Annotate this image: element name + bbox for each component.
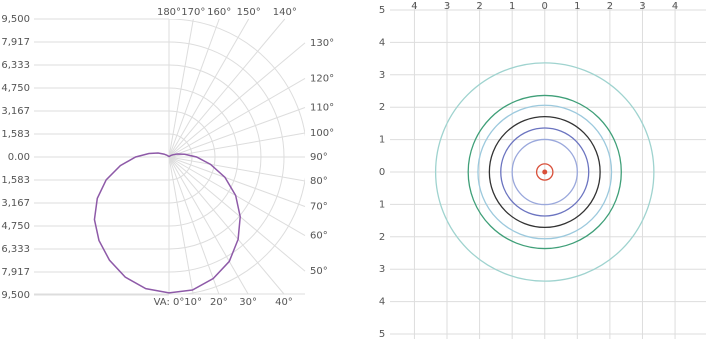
isolux-contour: [467, 94, 622, 250]
y-tick-label: 2: [379, 232, 385, 243]
y-tick-label: 5: [379, 329, 385, 339]
radial-grid-line: [168, 156, 306, 272]
x-tick-label: 1: [509, 1, 515, 12]
angle-tick-label: 80°: [310, 176, 328, 187]
y-tick-label: 0: [379, 167, 385, 178]
angle-tick-label: 40°: [275, 297, 293, 308]
angle-tick-label: 110°: [310, 103, 334, 114]
angle-tick-label: 140°: [273, 7, 297, 18]
r-tick-label: 4,750: [1, 83, 30, 94]
r-tick-label: 9,500: [1, 14, 30, 25]
y-tick-label: 3: [379, 264, 385, 275]
radial-grid-line: [168, 132, 306, 158]
r-tick-label: 9,500: [1, 290, 30, 301]
angle-tick-label: 60°: [310, 231, 328, 242]
y-tick-label: 5: [379, 5, 385, 16]
angle-tick-label: 120°: [310, 73, 334, 84]
angle-tick-label: 170°: [181, 7, 205, 18]
y-tick-label: 2: [379, 102, 385, 113]
intensity-curve: [93, 152, 241, 294]
x-tick-label: 4: [672, 1, 678, 12]
isolux-contour: [535, 163, 554, 181]
angle-tick-label: 100°: [310, 128, 334, 139]
r-tick-label: 0.00: [8, 152, 30, 163]
radial-grid-line: [168, 18, 250, 158]
angle-tick-label: 20°: [210, 297, 228, 308]
y-tick-label: 4: [379, 37, 385, 48]
radial-grid-line: [168, 156, 285, 295]
angle-tick-label: 50°: [310, 266, 328, 277]
isolux-contour: [500, 127, 590, 217]
radial-grid-line: [168, 18, 194, 158]
radial-grid-line: [168, 42, 306, 158]
isolux-contour: [488, 115, 601, 229]
r-tick-label: 7,917: [1, 267, 30, 278]
grid-arc: [169, 19, 305, 294]
angle-tick-label: 90°: [310, 152, 328, 163]
r-tick-label: 1,583: [1, 175, 30, 186]
y-tick-label: 1: [379, 135, 385, 146]
radial-grid-line: [168, 156, 306, 236]
radial-grid-line: [168, 18, 220, 158]
r-tick-label: 1,583: [1, 129, 30, 140]
radial-grid-line: [168, 18, 286, 158]
angle-tick-label: 150°: [237, 7, 261, 18]
angle-tick-label: 30°: [239, 297, 257, 308]
isolux-contour: [477, 104, 613, 240]
x-tick-label: 0: [542, 1, 548, 12]
x-tick-label: 3: [444, 1, 450, 12]
r-tick-label: 6,333: [1, 60, 30, 71]
y-tick-label: 1: [379, 199, 385, 210]
x-tick-label: 1: [574, 1, 580, 12]
angle-tick-label: 10°: [184, 297, 202, 308]
radial-grid-line: [168, 156, 220, 295]
angle-tick-label: 70°: [310, 201, 328, 212]
angle-tick-label: 160°: [207, 7, 231, 18]
angle-tick-label: VA: 0°: [154, 297, 185, 308]
r-tick-label: 7,917: [1, 37, 30, 48]
radial-grid-line: [168, 107, 306, 158]
isolux-contour: [434, 62, 655, 282]
radial-grid-line: [168, 156, 249, 295]
radial-grid-line: [168, 156, 306, 182]
center-point: [542, 169, 548, 175]
x-tick-label: 2: [476, 1, 482, 12]
x-tick-label: 2: [607, 1, 613, 12]
radial-grid-line: [168, 156, 306, 207]
isolux-contour: [511, 138, 578, 206]
r-tick-label: 3,167: [1, 106, 30, 117]
y-tick-label: 4: [379, 297, 385, 308]
radial-grid-line: [168, 156, 194, 295]
angle-tick-label: 130°: [310, 38, 334, 49]
y-tick-label: 3: [379, 70, 385, 81]
x-tick-label: 4: [411, 1, 417, 12]
r-tick-label: 3,167: [1, 198, 30, 209]
radial-grid-line: [168, 78, 306, 158]
r-tick-label: 4,750: [1, 221, 30, 232]
x-tick-label: 3: [639, 1, 645, 12]
r-tick-label: 6,333: [1, 244, 30, 255]
angle-tick-label: 180°: [157, 7, 181, 18]
